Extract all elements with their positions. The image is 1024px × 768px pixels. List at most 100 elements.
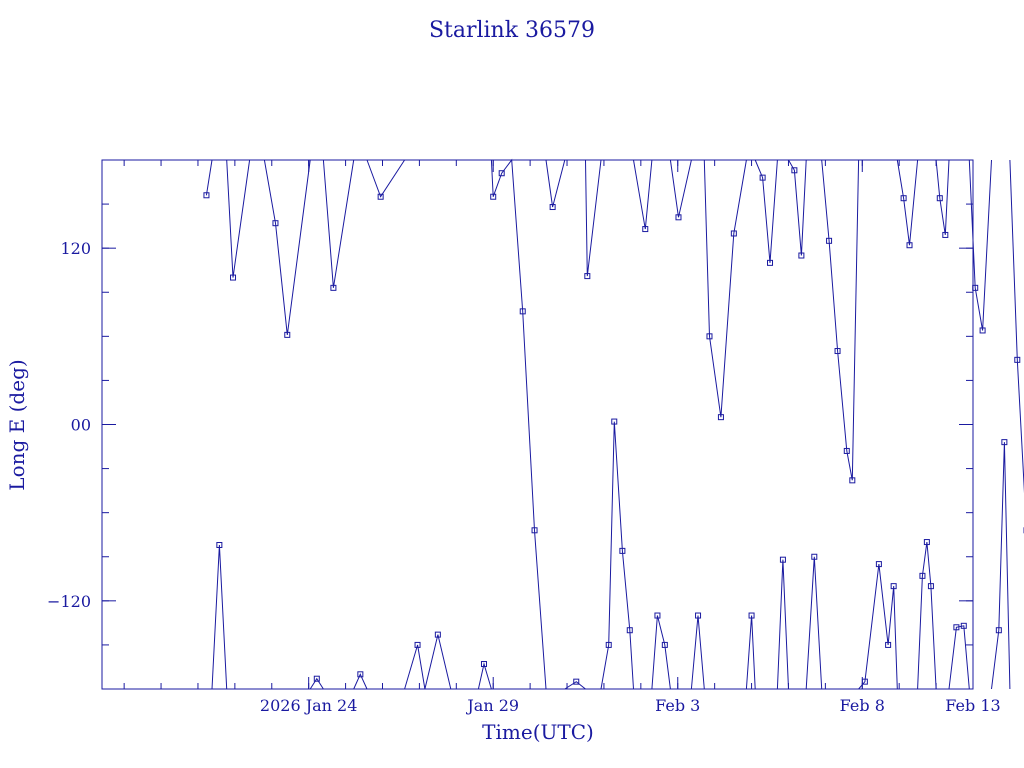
y-axis-label: Long E (deg) <box>5 359 29 490</box>
data-point <box>284 331 291 338</box>
series-line <box>226 159 311 335</box>
data-point <box>927 583 934 590</box>
series-line <box>309 677 324 690</box>
data-point <box>626 627 633 634</box>
data-point <box>875 561 882 568</box>
data-point <box>519 308 526 315</box>
data-point <box>414 641 421 648</box>
data-point <box>826 237 833 244</box>
series-line <box>564 681 586 690</box>
data-point <box>619 547 626 554</box>
data-point <box>584 273 591 280</box>
data-point <box>995 627 1002 634</box>
data-point <box>531 527 538 534</box>
data-point <box>972 284 979 291</box>
data-point <box>843 447 850 454</box>
series-line <box>858 564 898 690</box>
data-point <box>811 553 818 560</box>
series-line <box>633 159 653 230</box>
data-point <box>313 675 320 682</box>
series-line <box>353 673 368 690</box>
data-point <box>960 622 967 629</box>
series-line <box>948 625 970 690</box>
data-point <box>890 583 897 590</box>
series-line <box>404 634 452 690</box>
data-point <box>953 624 960 631</box>
x-axis-label: Time(UTC) <box>482 720 594 744</box>
data-point <box>661 641 668 648</box>
data-point <box>885 641 892 648</box>
data-point <box>675 214 682 221</box>
data-point <box>730 230 737 237</box>
series-line <box>490 158 547 690</box>
data-point <box>272 220 279 227</box>
series-line <box>690 615 705 690</box>
series-line <box>788 159 807 256</box>
data-point <box>942 231 949 238</box>
series-line <box>776 559 789 690</box>
series-line <box>205 159 213 196</box>
x-tick-label: Feb 3 <box>655 696 700 715</box>
data-point <box>611 418 618 425</box>
series-line <box>745 615 756 690</box>
data-point <box>377 193 384 200</box>
data-point <box>203 192 210 199</box>
data-point <box>605 641 612 648</box>
data-point <box>1014 356 1021 363</box>
x-tick-label: 2026 Jan 24 <box>260 696 358 715</box>
series-line <box>991 442 1011 690</box>
data-point <box>919 572 926 579</box>
data-layer <box>203 158 1024 690</box>
data-point <box>490 193 497 200</box>
data-point <box>861 678 868 685</box>
x-tick-label: Feb 13 <box>945 696 1000 715</box>
series-line <box>545 159 566 208</box>
series-line <box>968 159 992 331</box>
chart-title: Starlink 36579 <box>429 18 595 43</box>
data-point <box>230 274 237 281</box>
x-tick-label: Jan 29 <box>465 696 519 715</box>
data-point <box>979 327 986 334</box>
data-point <box>834 348 841 355</box>
series-line <box>821 159 860 481</box>
data-point <box>798 252 805 259</box>
series-line <box>703 159 747 418</box>
data-point <box>434 631 441 638</box>
data-point <box>654 612 661 619</box>
series-line <box>600 421 634 690</box>
data-point <box>767 259 774 266</box>
series-line <box>917 542 937 690</box>
data-point <box>849 477 856 484</box>
series-line <box>651 615 671 690</box>
y-tick-label: −120 <box>47 592 91 611</box>
data-point <box>791 167 798 174</box>
data-point <box>573 678 580 685</box>
data-point <box>748 612 755 619</box>
data-point <box>330 284 337 291</box>
series-line <box>211 544 228 690</box>
data-point <box>759 174 766 181</box>
series-line <box>805 556 823 690</box>
data-point <box>779 556 786 563</box>
data-point <box>642 226 649 233</box>
y-tick-label: 00 <box>71 416 91 435</box>
data-point <box>549 204 556 211</box>
data-point <box>936 195 943 202</box>
data-point <box>717 414 724 421</box>
y-tick-label: 120 <box>60 239 91 258</box>
data-point <box>216 541 223 548</box>
data-point <box>498 170 505 177</box>
data-point <box>695 612 702 619</box>
series-line <box>366 159 406 198</box>
data-point <box>1001 439 1008 446</box>
series-line <box>585 159 602 277</box>
data-point <box>480 661 487 668</box>
data-point <box>923 539 930 546</box>
data-point <box>357 671 364 678</box>
x-tick-label: Feb 8 <box>840 696 885 715</box>
series-line <box>754 159 778 263</box>
plot-frame <box>101 159 974 690</box>
data-point <box>900 195 907 202</box>
series-line <box>935 159 950 235</box>
